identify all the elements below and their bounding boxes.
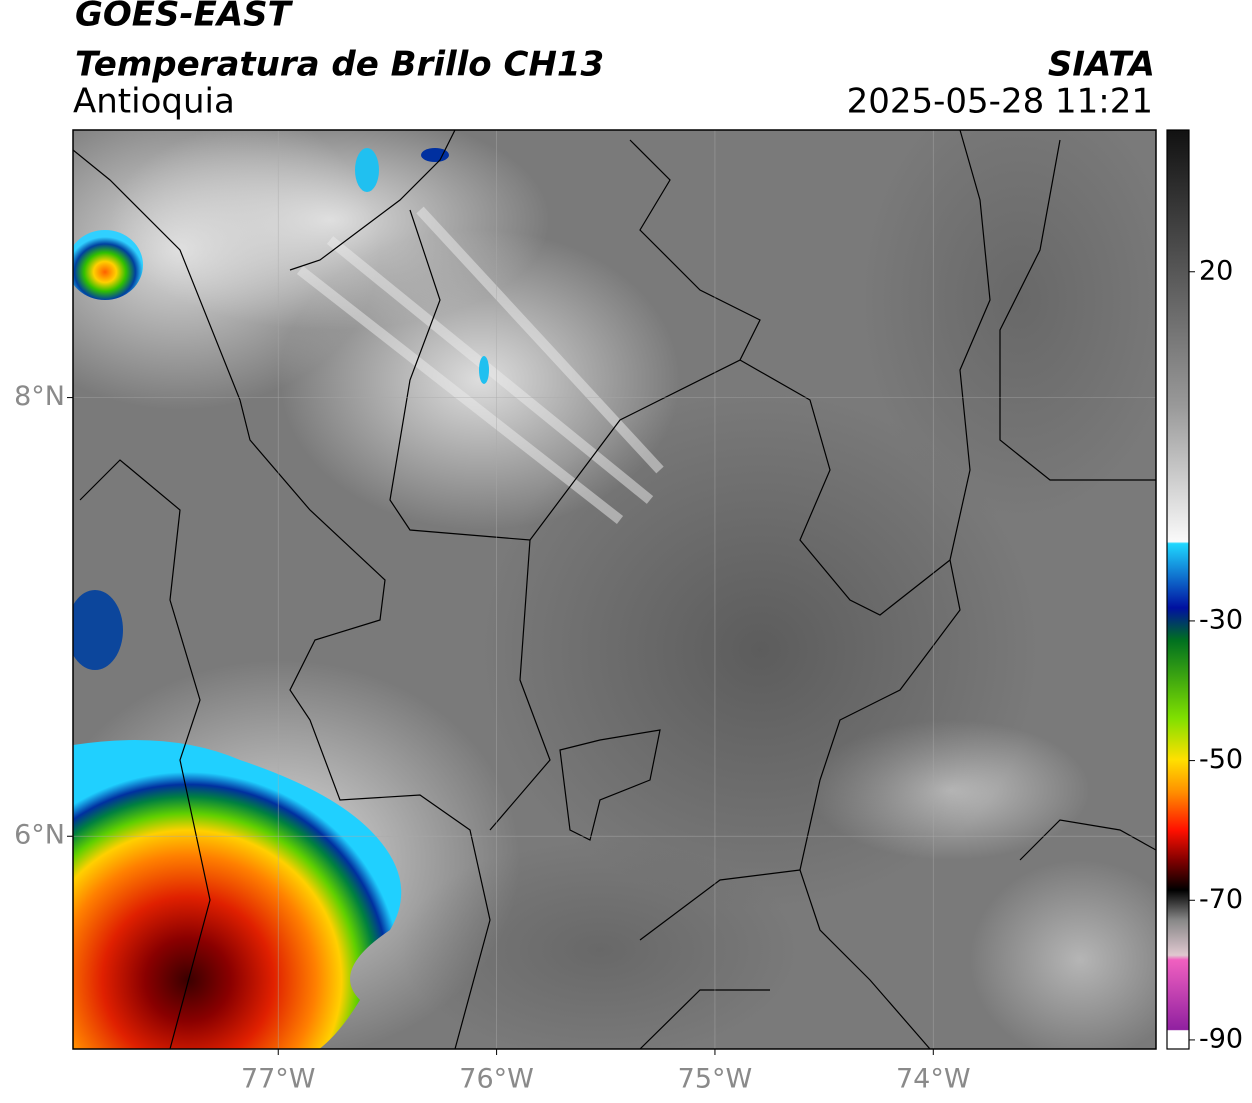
colorbar-tick-label: -70 bbox=[1199, 884, 1243, 915]
y-tick-label: 8°N bbox=[14, 381, 65, 412]
y-tick-label: 6°N bbox=[14, 820, 65, 851]
title: GOES-EAST bbox=[75, 0, 294, 35]
colorbar-tick-label: -30 bbox=[1199, 604, 1243, 635]
x-tick-label: 75°W bbox=[678, 1064, 753, 1095]
satellite-image bbox=[73, 130, 1156, 1049]
colorbar bbox=[1166, 129, 1190, 1050]
datetime: 2025-05-28 11:21 bbox=[847, 82, 1153, 122]
source: SIATA bbox=[1048, 45, 1155, 85]
map-frame bbox=[72, 129, 1157, 1050]
x-tick-label: 76°W bbox=[459, 1064, 534, 1095]
colorbar-tick-label: 20 bbox=[1199, 255, 1233, 286]
subtitle: Temperatura de Brillo CH13 bbox=[75, 45, 604, 85]
region: Antioquia bbox=[73, 82, 235, 122]
x-tick-label: 77°W bbox=[241, 1064, 316, 1095]
x-tick-label: 74°W bbox=[896, 1064, 971, 1095]
colorbar-tick-label: -50 bbox=[1199, 744, 1243, 775]
colorbar-tick-label: -90 bbox=[1199, 1023, 1243, 1054]
